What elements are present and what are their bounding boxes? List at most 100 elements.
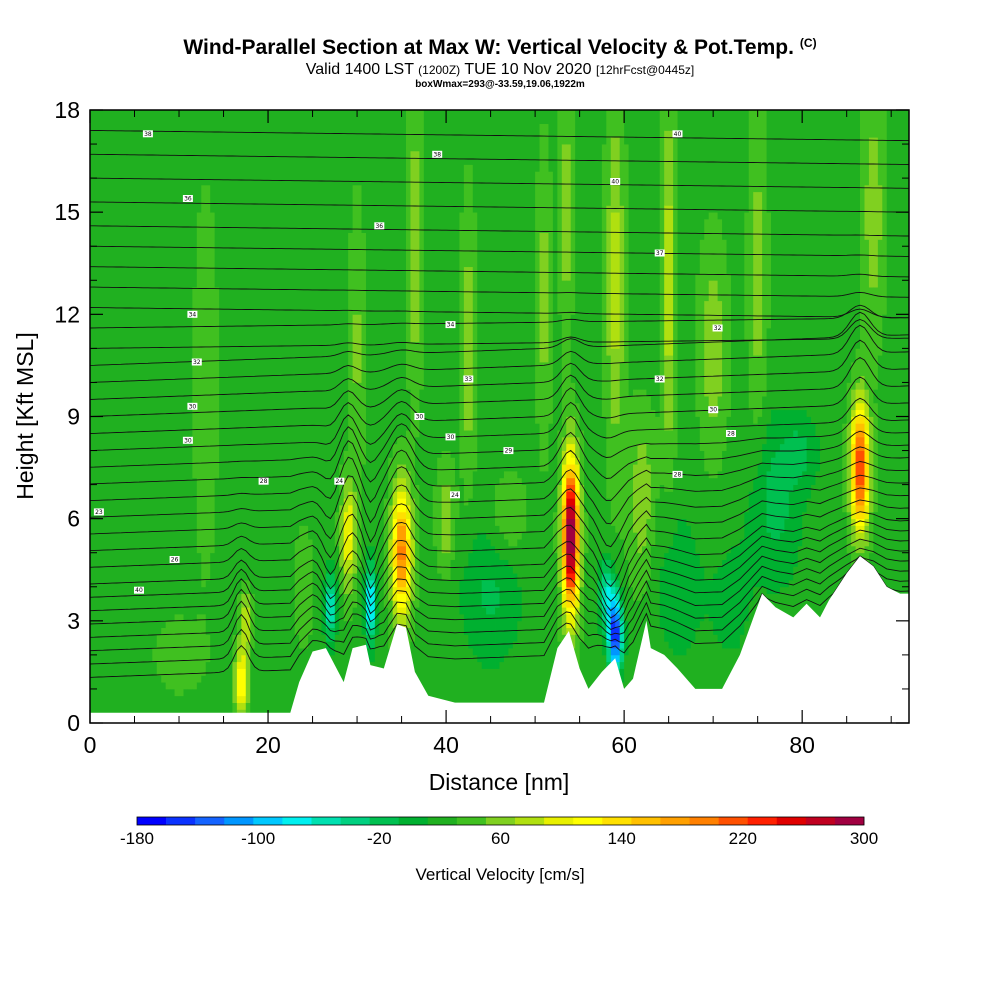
velocity-cell (690, 539, 696, 642)
velocity-cell (250, 593, 256, 649)
velocity-cell (343, 477, 349, 499)
x-tick-label: 60 (611, 732, 637, 758)
isentrope-line (90, 499, 909, 587)
velocity-cell (641, 545, 647, 594)
velocity-cell (294, 539, 300, 635)
velocity-cell (606, 552, 612, 560)
velocity-cell (868, 110, 874, 138)
velocity-cell (561, 579, 567, 594)
velocity-cell (134, 110, 140, 723)
contour-label-bg (463, 375, 474, 383)
velocity-cell (851, 430, 856, 445)
velocity-cell (361, 110, 367, 233)
colorbar-swatch (224, 817, 254, 825)
velocity-cell (570, 552, 576, 567)
velocity-cell (437, 110, 443, 458)
contour-label-bg (93, 508, 104, 516)
velocity-cell (463, 110, 469, 165)
velocity-cell (641, 389, 647, 445)
velocity-cell (210, 110, 216, 213)
velocity-cell (771, 409, 776, 458)
velocity-cell (227, 110, 233, 723)
velocity-cell (851, 389, 856, 411)
velocity-cell (201, 614, 207, 676)
velocity-cell (793, 484, 799, 567)
velocity-cell (762, 110, 767, 397)
velocity-cell (325, 573, 331, 588)
velocity-cell (196, 110, 202, 213)
colorbar-swatch (747, 817, 778, 825)
velocity-cell (695, 627, 701, 723)
velocity-cell (437, 573, 443, 723)
isentrope-line (90, 547, 909, 638)
velocity-cell (864, 430, 870, 445)
velocity-cell (784, 409, 790, 438)
velocity-cell (695, 273, 701, 417)
contour-label-bg (334, 477, 345, 485)
velocity-cell (539, 470, 545, 723)
velocity-cell (557, 430, 563, 486)
velocity-cell (730, 545, 736, 649)
box-info: boxWmax=293@-33.59,19.06,1922m (415, 79, 585, 90)
velocity-cell (615, 654, 621, 663)
velocity-cell (495, 586, 500, 608)
velocity-cell (601, 607, 607, 622)
velocity-cell (392, 614, 398, 629)
velocity-cell (481, 532, 487, 581)
velocity-cell (468, 430, 474, 499)
contour-label-bg (445, 321, 456, 329)
velocity-cell (570, 573, 576, 581)
velocity-cell (357, 566, 362, 723)
velocity-cell (468, 266, 474, 431)
velocity-cell (539, 110, 545, 125)
velocity-cell (717, 470, 723, 567)
velocity-cell (352, 491, 358, 574)
velocity-cell (423, 110, 429, 723)
velocity-cell (748, 110, 754, 411)
velocity-cell (860, 389, 865, 404)
velocity-cell (428, 110, 434, 723)
velocity-cell (606, 586, 612, 608)
velocity-cell (891, 110, 897, 723)
velocity-cell (695, 416, 701, 554)
velocity-cell (851, 518, 856, 526)
velocity-cell (762, 396, 767, 445)
x-tick-label: 0 (84, 732, 97, 758)
contour-label: 32 (714, 325, 722, 332)
velocity-cell (472, 539, 478, 656)
isentrope-line (90, 529, 909, 619)
velocity-cell (236, 593, 242, 635)
velocity-cell (868, 137, 874, 288)
velocity-cell (708, 620, 714, 723)
contour-label: 38 (144, 131, 152, 138)
velocity-cell (757, 110, 763, 193)
velocity-cell (566, 505, 572, 520)
contour-label-group: 40 (672, 130, 683, 138)
velocity-cell (272, 110, 278, 723)
velocity-cell (788, 491, 794, 581)
velocity-cell (508, 566, 514, 649)
velocity-cell (570, 634, 576, 649)
velocity-cell (232, 634, 238, 663)
velocity-cell (815, 436, 821, 472)
isentrope-line (90, 286, 909, 298)
velocity-cell (486, 539, 491, 581)
velocity-cell (855, 498, 861, 506)
colorbar-label: -100 (241, 829, 275, 848)
velocity-cell (325, 620, 331, 629)
contour-label-group: 36 (374, 222, 385, 230)
velocity-cell (566, 566, 572, 574)
velocity-cell (860, 375, 865, 390)
velocity-cell (686, 110, 692, 526)
velocity-cell (886, 110, 892, 723)
velocity-cell (499, 559, 505, 663)
velocity-cell (606, 498, 612, 554)
velocity-cell (370, 586, 376, 622)
velocity-cell (606, 355, 612, 499)
velocity-cell (187, 110, 193, 622)
isentrope-line (90, 397, 909, 452)
velocity-cell (833, 110, 839, 723)
velocity-cell (241, 579, 247, 594)
velocity-cell (610, 573, 616, 581)
velocity-cell (446, 552, 451, 581)
